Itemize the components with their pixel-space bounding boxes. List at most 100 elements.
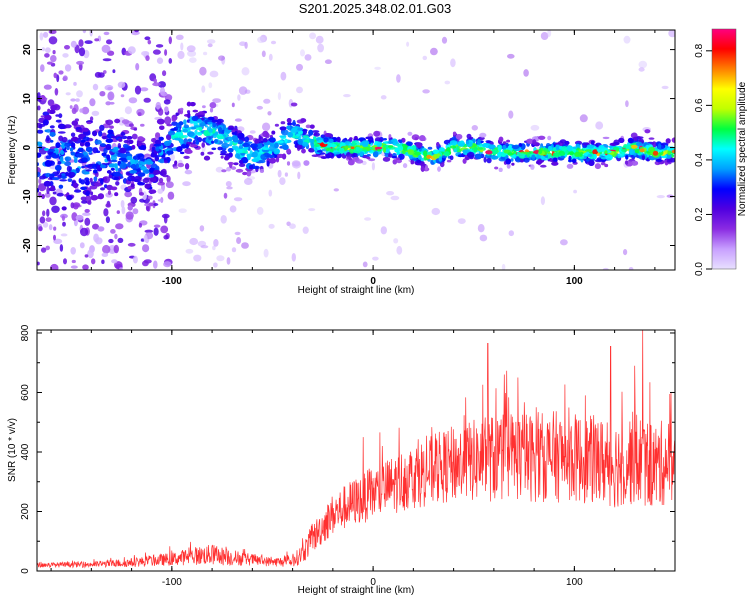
spectrogram-signal-blob bbox=[84, 209, 90, 213]
spectrogram-signal-blob bbox=[286, 148, 291, 154]
spectrogram-signal-blob bbox=[229, 140, 233, 146]
spectrogram-signal-blob bbox=[93, 169, 98, 174]
spectrogram-signal-blob bbox=[354, 136, 358, 140]
spectrogram-noise-blob bbox=[60, 233, 68, 237]
spectrogram-noise-blob bbox=[315, 35, 324, 44]
spectrogram-signal-blob bbox=[426, 154, 432, 159]
spectrogram-noise-blob bbox=[119, 267, 123, 270]
spectrogram-signal-blob bbox=[204, 125, 208, 128]
spectrogram-noise-blob bbox=[93, 233, 99, 243]
spectrogram-signal-blob bbox=[552, 147, 556, 152]
spectrogram-noise-blob bbox=[333, 188, 339, 192]
spectrogram-noise-blob bbox=[317, 43, 324, 53]
spectrogram-signal-blob bbox=[531, 154, 536, 161]
chart-title: S201.2025.348.02.01.G03 bbox=[299, 1, 452, 16]
spectrogram-signal-blob bbox=[498, 144, 502, 151]
spectrogram-signal-blob bbox=[414, 137, 418, 141]
spectrogram-noise-blob bbox=[167, 191, 175, 200]
spectrogram-signal-blob bbox=[80, 186, 88, 190]
spectrogram-noise-blob bbox=[308, 208, 316, 212]
spectrogram-signal-blob bbox=[166, 123, 173, 127]
spectrogram-noise-blob bbox=[138, 222, 142, 228]
spectrogram-signal-blob bbox=[37, 129, 44, 134]
spectrogram-signal-blob bbox=[302, 135, 309, 139]
colorbar: 0.0 0.2 0.4 0.6 0.8 Normalized spectral ampl… bbox=[694, 28, 748, 276]
spectrogram-noise-blob bbox=[208, 82, 213, 89]
spectrogram-signal-blob bbox=[228, 152, 233, 158]
spectrogram-noise-blob bbox=[75, 98, 80, 102]
spectrogram-signal-blob bbox=[201, 142, 205, 148]
spectrogram-signal-blob bbox=[53, 72, 58, 79]
spectrogram-signal-blob bbox=[279, 135, 287, 138]
spectrogram-signal-blob bbox=[588, 159, 595, 166]
spectrogram-signal-blob bbox=[184, 169, 193, 175]
spectrogram-signal-blob bbox=[593, 153, 597, 160]
spectrogram-signal-blob bbox=[211, 147, 217, 151]
spectrogram-signal-blob bbox=[202, 105, 206, 109]
spectrogram-signal-blob bbox=[571, 158, 577, 163]
spectrogram-noise-blob bbox=[166, 175, 171, 183]
spectrogram-signal-blob bbox=[90, 191, 94, 196]
spectrogram-noise-blob bbox=[112, 69, 116, 74]
spectrogram-signal-blob bbox=[230, 166, 237, 170]
spectrogram-signal-blob bbox=[465, 140, 470, 145]
spectrogram-frame bbox=[36, 29, 676, 271]
spectrogram-signal-blob bbox=[79, 141, 85, 147]
spectrogram-noise-blob bbox=[157, 108, 164, 116]
spectrogram-signal-blob bbox=[52, 177, 60, 181]
spectrogram-signal-blob bbox=[443, 151, 450, 157]
spectrogram-noise-blob bbox=[431, 207, 441, 216]
snr-panel: -100 0 100 0 200 400 600 800 Height of straight… bbox=[7, 324, 676, 596]
spectrogram-signal-blob bbox=[44, 148, 49, 151]
spectrogram-signal-blob bbox=[498, 167, 503, 172]
spectrogram-noise-blob bbox=[393, 238, 399, 244]
spectrogram-signal-blob bbox=[291, 127, 297, 133]
spectrogram-signal-blob bbox=[538, 148, 543, 155]
spectrogram-noise-blob bbox=[46, 208, 50, 217]
spectrogram-signal-blob bbox=[149, 177, 157, 183]
spectrogram-signal-blob bbox=[100, 143, 106, 147]
spectrogram-noise-blob bbox=[374, 66, 381, 70]
spectrogram-signal-blob bbox=[526, 152, 530, 158]
spectrogram-noise-blob bbox=[71, 212, 78, 221]
spectrogram-signal-blob bbox=[575, 143, 580, 148]
spectrogram-signal-blob bbox=[566, 145, 573, 152]
spectrogram-signal-blob bbox=[414, 151, 421, 156]
spectrogram-noise-blob bbox=[623, 249, 628, 256]
spectrogram-noise-blob bbox=[46, 186, 50, 195]
spectrogram-signal-blob bbox=[122, 143, 129, 149]
spectrogram-signal-blob bbox=[153, 169, 161, 175]
spectrogram-signal-blob bbox=[358, 137, 366, 142]
spectrogram-noise-blob bbox=[163, 214, 168, 224]
spectrogram-signal-blob bbox=[275, 157, 280, 163]
spectrogram-signal-blob bbox=[383, 138, 387, 141]
spectrogram-signal-blob bbox=[657, 143, 662, 150]
spectrogram-noise-blob bbox=[130, 196, 138, 204]
spectrogram-noise-blob bbox=[157, 188, 163, 194]
spectrogram-signal-blob bbox=[502, 141, 507, 145]
spectrogram-signal-blob bbox=[155, 139, 161, 145]
spectrogram-signal-blob bbox=[154, 155, 159, 162]
spectrogram-signal-blob bbox=[161, 168, 167, 175]
spectrogram-noise-blob bbox=[108, 238, 114, 244]
spectrogram-noise-blob bbox=[48, 224, 53, 231]
spectrogram-signal-blob bbox=[314, 132, 318, 136]
spectrogram-signal-blob bbox=[350, 146, 355, 149]
spectrogram-signal-blob bbox=[584, 149, 593, 152]
spectrogram-signal-blob bbox=[186, 101, 192, 107]
spectrogram-noise-blob bbox=[164, 49, 168, 56]
spectrogram-signal-blob bbox=[308, 147, 315, 153]
spectrogram-signal-blob bbox=[223, 192, 228, 199]
spectrogram-signal-blob bbox=[55, 164, 62, 171]
spectrogram-noise-blob bbox=[84, 217, 91, 226]
spectrogram-signal-blob bbox=[139, 158, 146, 161]
spectrogram-noise-blob bbox=[65, 92, 71, 96]
spectrogram-signal-blob bbox=[564, 140, 570, 145]
spectrogram-signal-blob bbox=[45, 155, 52, 160]
spectrogram-signal-blob bbox=[130, 175, 136, 181]
spectrogram-signal-blob bbox=[666, 147, 674, 151]
spectrogram-noise-blob bbox=[42, 210, 46, 217]
spectrogram-noise-blob bbox=[92, 83, 99, 91]
spectrogram-signal-blob bbox=[507, 145, 513, 151]
spectrogram-noise-blob bbox=[147, 39, 152, 45]
